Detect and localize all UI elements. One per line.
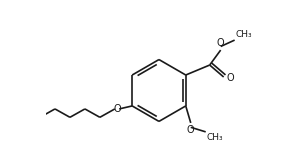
Text: O: O <box>226 73 234 83</box>
Text: O: O <box>113 104 121 114</box>
Text: O: O <box>187 125 194 135</box>
Text: O: O <box>217 38 225 48</box>
Text: CH₃: CH₃ <box>207 133 223 142</box>
Text: CH₃: CH₃ <box>236 30 252 39</box>
